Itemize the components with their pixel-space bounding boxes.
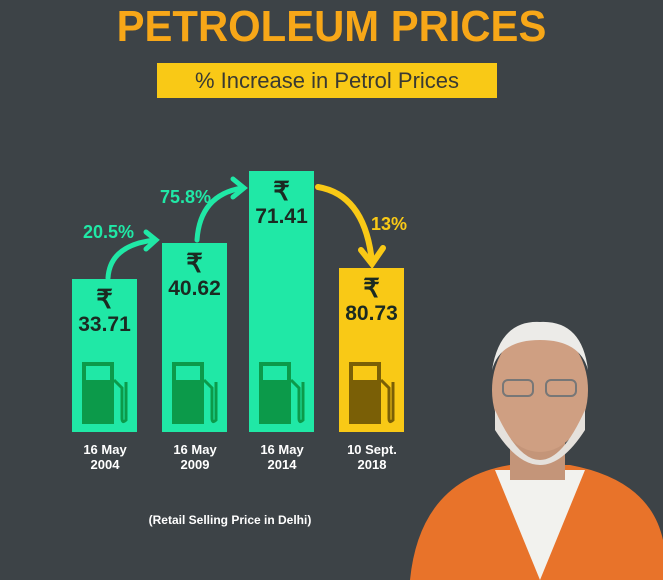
change-label-2: 75.8% [160, 187, 212, 207]
category-label: 16 May 2009 [150, 442, 240, 472]
rupee-icon: ₹ [96, 284, 113, 314]
category-label: 16 May 2004 [60, 442, 150, 472]
category-date: 16 May [173, 442, 217, 457]
arrow-2004-2009 [105, 237, 158, 281]
page-title: PETROLEUM PRICES [116, 2, 547, 51]
category-year: 2014 [267, 457, 297, 472]
bar-value-label: 33.71 [78, 313, 131, 336]
fuel-pump-icon [172, 362, 218, 424]
bar-0: ₹ 33.71 [72, 279, 137, 432]
footnote: (Retail Selling Price in Delhi) [148, 513, 312, 527]
category-date: 16 May [83, 442, 127, 457]
category-date: 16 May [260, 442, 304, 457]
fuel-pump-icon [349, 362, 395, 424]
category-year: 2018 [357, 457, 387, 472]
category-year: 2009 [180, 457, 210, 472]
fuel-pump-icon [259, 362, 305, 424]
bar-value-label: 40.62 [168, 277, 221, 300]
bar-value-label: 71.41 [255, 205, 308, 228]
category-date: 10 Sept. [347, 442, 397, 457]
bar-2: ₹ 71.41 [249, 171, 314, 432]
category-label: 10 Sept. 2018 [327, 442, 417, 472]
bar-3: ₹ 80.73 [339, 268, 404, 432]
category-label: 16 May 2014 [237, 442, 327, 472]
rupee-icon: ₹ [273, 176, 290, 206]
change-label-3: 13% [371, 214, 408, 234]
portrait-image [410, 321, 663, 580]
bar-1: ₹ 40.62 [162, 243, 227, 432]
arrow-2009-2014 [194, 185, 245, 243]
bar-value-label: 80.73 [345, 302, 398, 325]
subtitle-banner: % Increase in Petrol Prices [157, 63, 497, 98]
change-label-1: 20.5% [83, 222, 135, 242]
category-year: 2004 [90, 457, 120, 472]
rupee-icon: ₹ [363, 273, 380, 303]
rupee-icon: ₹ [186, 248, 203, 278]
arrow-2014-2018 [315, 184, 375, 265]
fuel-pump-icon [82, 362, 128, 424]
